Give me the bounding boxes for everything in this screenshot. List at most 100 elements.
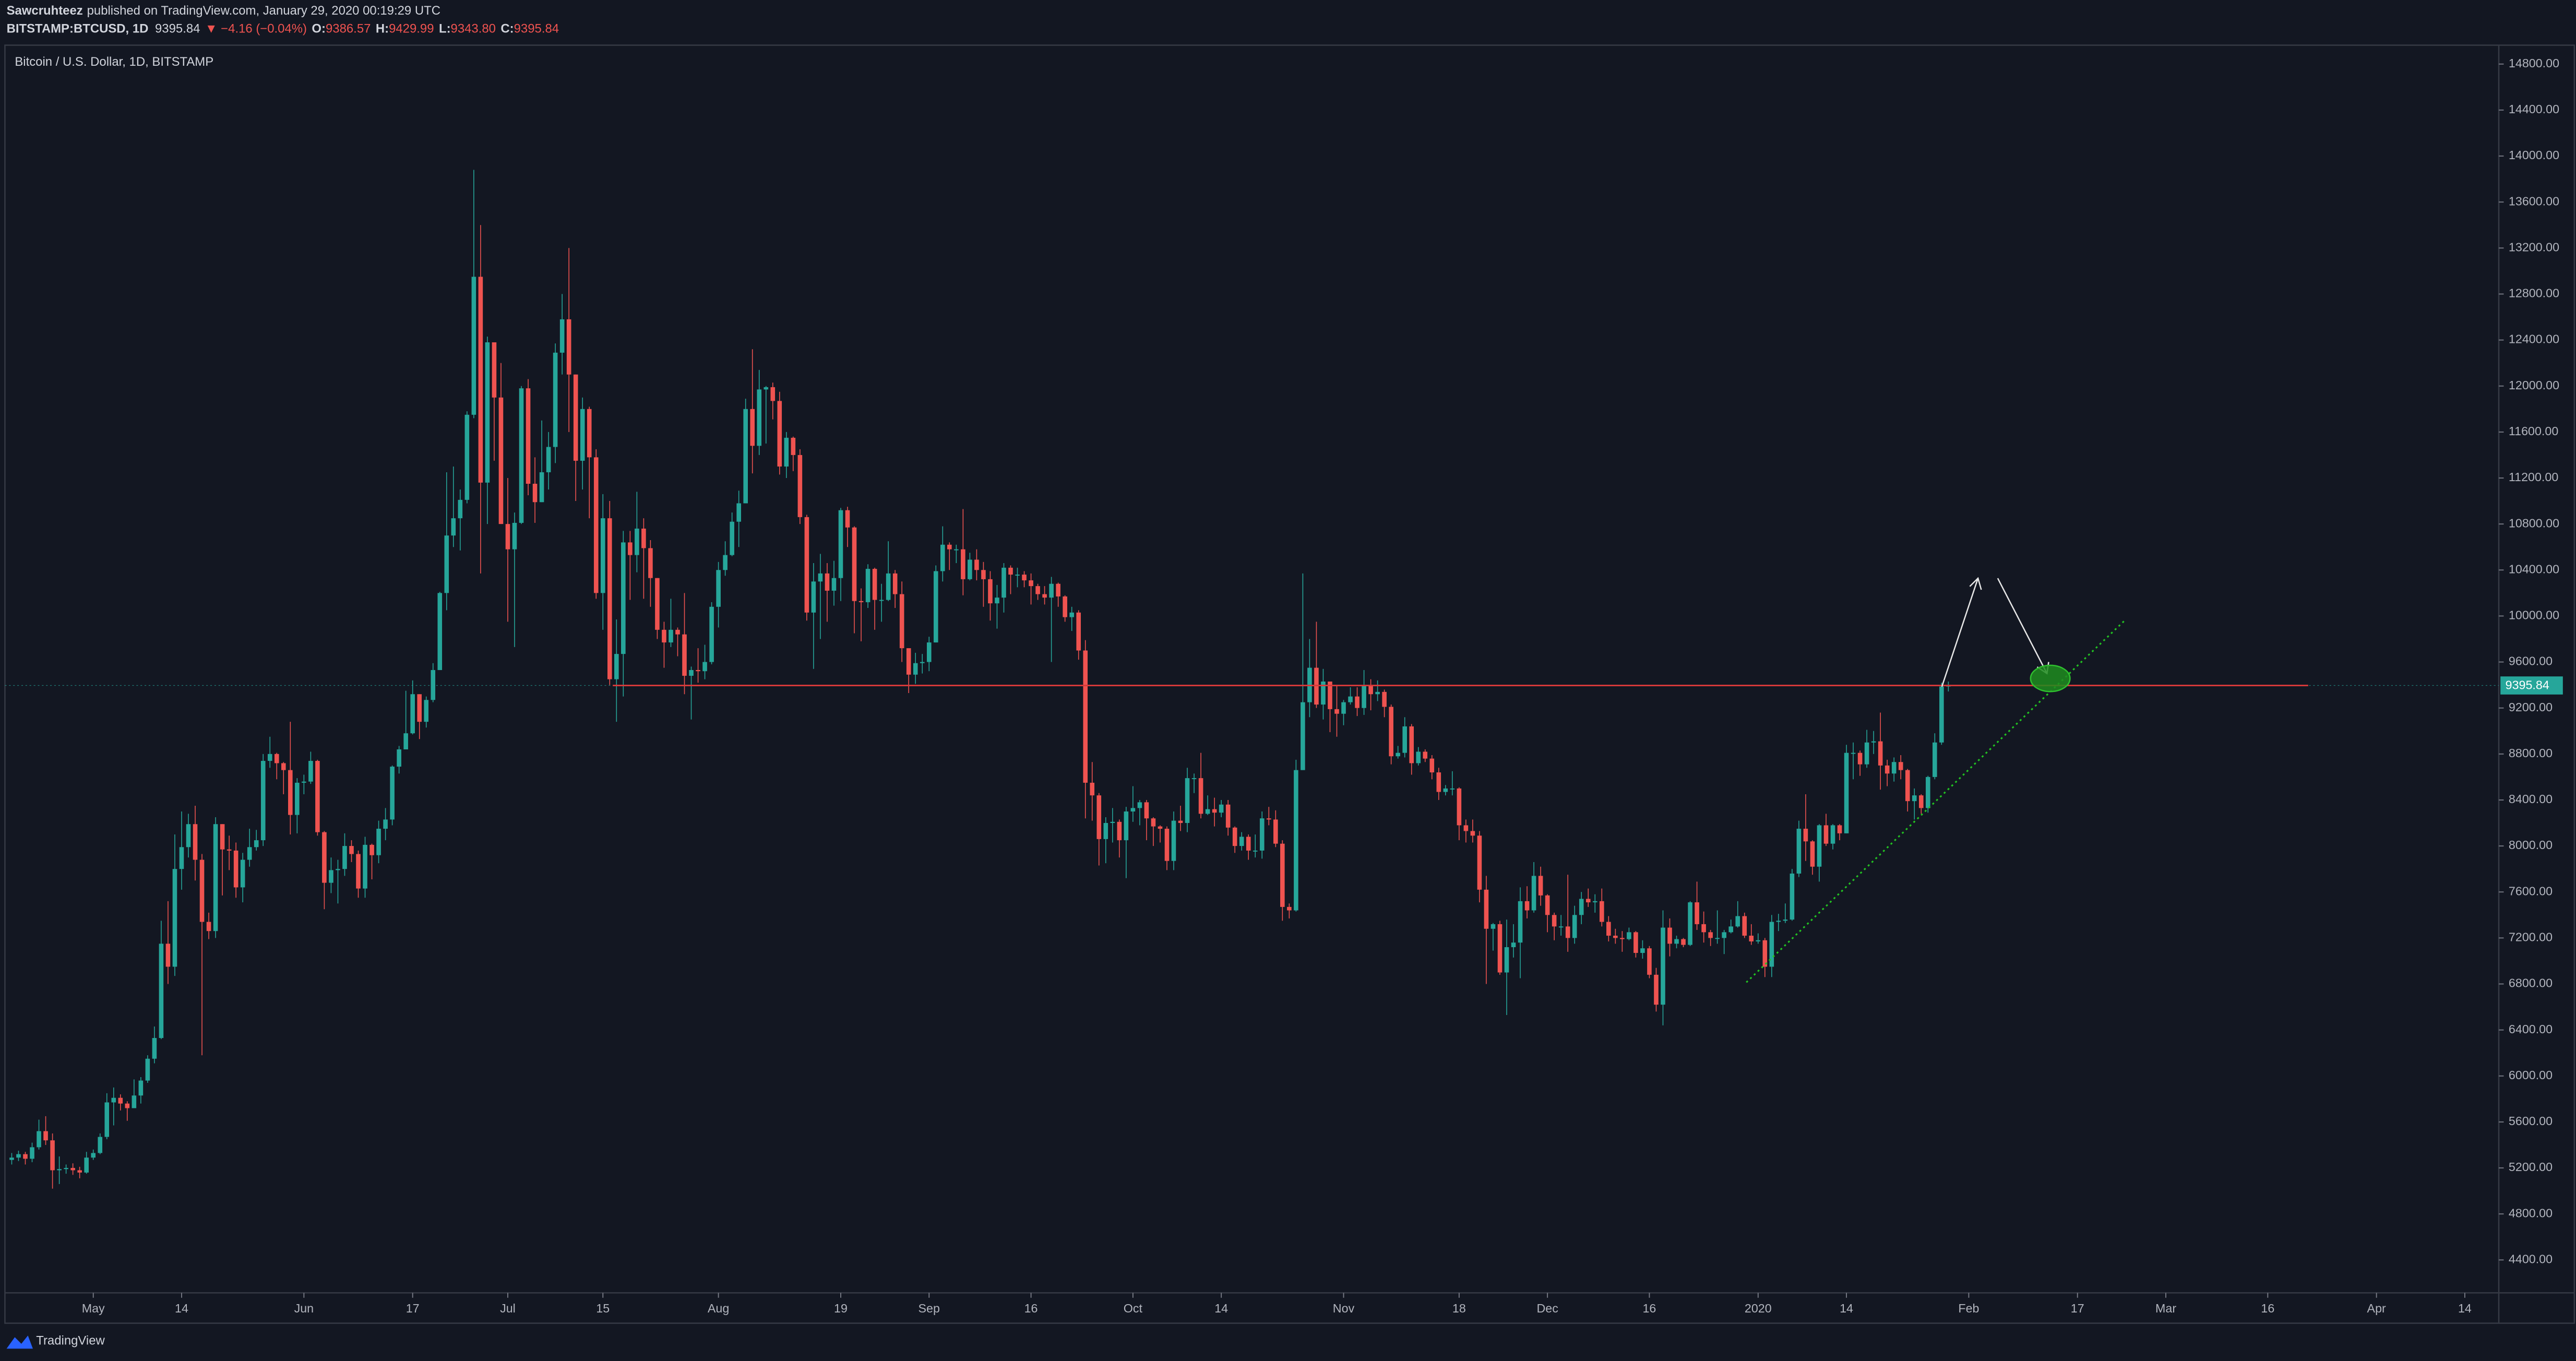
price-badge-label: 9395.84 xyxy=(2506,678,2549,692)
candle-body xyxy=(498,397,504,524)
candle-body xyxy=(1905,770,1910,802)
c-label: C: xyxy=(500,22,514,36)
candle-body xyxy=(84,1157,89,1173)
candle-body xyxy=(1158,826,1163,829)
candle-body xyxy=(818,573,823,582)
candle-body xyxy=(9,1157,14,1160)
candle-body xyxy=(1402,726,1408,753)
candle-body xyxy=(1674,939,1679,944)
candle-body xyxy=(1640,948,1645,953)
candle-body xyxy=(145,1058,150,1081)
x-tick-label: Sep xyxy=(919,1302,940,1315)
candle-body xyxy=(1198,778,1203,814)
candle-body xyxy=(648,548,653,578)
candle-body xyxy=(1600,901,1604,922)
x-tick-label: Nov xyxy=(1333,1302,1355,1315)
candle-body xyxy=(559,319,565,353)
y-tick-label: 12000.00 xyxy=(2509,378,2559,392)
candle-body xyxy=(1416,751,1421,763)
candle-body xyxy=(1701,924,1706,933)
y-tick-label: 5200.00 xyxy=(2509,1160,2553,1174)
candle-body xyxy=(1695,902,1699,924)
x-tick-label: 16 xyxy=(1024,1302,1038,1315)
candle-body xyxy=(23,1154,28,1159)
candle-body xyxy=(349,846,354,854)
candle-body xyxy=(1579,899,1584,915)
candle-body xyxy=(607,518,612,679)
candle-body xyxy=(539,472,544,503)
candle-body xyxy=(1939,686,1944,743)
candle-body xyxy=(777,401,782,467)
y-tick-label: 10800.00 xyxy=(2509,516,2559,530)
candle-body xyxy=(1790,873,1795,920)
candle-body xyxy=(913,663,918,675)
candle-body xyxy=(1205,809,1210,814)
candle-body xyxy=(1565,926,1570,938)
candle-body xyxy=(825,573,830,591)
candle-body xyxy=(689,670,694,676)
candle-body xyxy=(111,1097,116,1103)
candle-body xyxy=(186,824,191,847)
candle-body xyxy=(458,499,463,519)
candle-body xyxy=(845,510,850,528)
candle-body xyxy=(1232,827,1237,846)
candle-body xyxy=(1891,762,1897,774)
candle-body xyxy=(1191,778,1197,779)
candle-body xyxy=(1654,974,1659,1005)
y-tick-label: 13200.00 xyxy=(2509,240,2559,254)
candle-body xyxy=(968,559,972,579)
candle-body xyxy=(64,1168,68,1169)
arrow-head xyxy=(1969,577,1982,590)
candle-body xyxy=(403,733,408,750)
x-tick-label: Mar xyxy=(2155,1302,2176,1315)
candle-body xyxy=(1178,820,1183,823)
x-tick-label: 17 xyxy=(406,1302,420,1315)
candle-body xyxy=(417,694,422,722)
y-tick-label: 9200.00 xyxy=(2509,700,2553,714)
x-tick-label: Feb xyxy=(1958,1302,1979,1315)
candle-body xyxy=(356,854,361,889)
candle-body xyxy=(587,409,592,458)
price: 9395.84 xyxy=(155,22,200,36)
candle-body xyxy=(580,409,585,461)
candle-body xyxy=(1083,650,1088,783)
candle-body xyxy=(1728,926,1734,933)
candle-body xyxy=(1776,921,1781,922)
candle-body xyxy=(838,510,843,578)
candle-body xyxy=(1796,829,1802,874)
candle-body xyxy=(240,859,245,888)
candle-body xyxy=(1273,819,1278,844)
y-tick-label: 11600.00 xyxy=(2509,424,2558,438)
candle-body xyxy=(1362,685,1366,708)
y-tick-label: 14000.00 xyxy=(2509,148,2559,162)
x-tick-label: 14 xyxy=(2458,1302,2472,1315)
candle-body xyxy=(926,642,932,662)
candle-body xyxy=(478,277,483,483)
candle-body xyxy=(444,535,449,593)
candle-body xyxy=(1164,829,1170,861)
candle-body xyxy=(1585,899,1591,903)
candle-body xyxy=(1810,841,1815,867)
y-tick-label: 6000.00 xyxy=(2509,1068,2553,1082)
candle-body xyxy=(267,754,272,761)
candle-body xyxy=(295,782,300,815)
candle-body xyxy=(811,581,816,613)
candle-body xyxy=(1885,765,1890,774)
x-tick-label: Dec xyxy=(1536,1302,1558,1315)
candle-body xyxy=(1001,567,1006,598)
candle-body xyxy=(920,662,925,663)
candle-body xyxy=(1926,777,1930,808)
candle-body xyxy=(1749,935,1754,941)
x-tick-label: 17 xyxy=(2071,1302,2084,1315)
candle-body xyxy=(1219,804,1224,813)
candle-body xyxy=(1552,915,1557,927)
candle-body xyxy=(1294,770,1298,911)
x-tick-label: 2020 xyxy=(1745,1302,1772,1315)
y-tick-label: 9600.00 xyxy=(2509,654,2553,668)
candle-body xyxy=(132,1095,137,1108)
candle-body xyxy=(1246,837,1251,851)
candle-body xyxy=(702,662,707,672)
candle-body xyxy=(1524,901,1530,911)
candle-body xyxy=(1287,906,1292,911)
candle-body xyxy=(1823,825,1829,844)
